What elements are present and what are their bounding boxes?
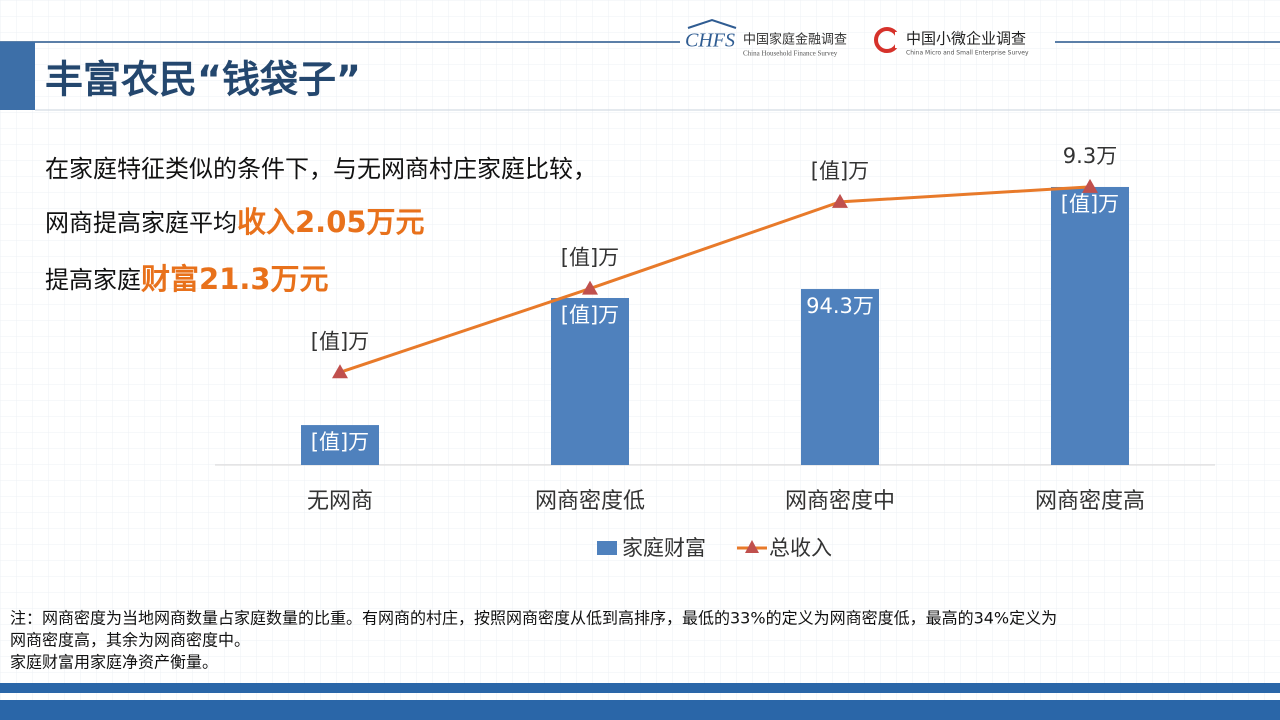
- intro-text: 网商提高家庭平均: [45, 209, 237, 237]
- title-accent: [0, 42, 35, 110]
- bar-label: [值]万: [311, 430, 369, 454]
- bar: [1051, 186, 1129, 465]
- line-label: [值]万: [561, 246, 619, 270]
- logo-english: China Household Finance Survey: [743, 50, 838, 58]
- x-tick-label: 无网商: [307, 489, 373, 514]
- line: [339, 185, 1091, 374]
- logo-mark: CHFS: [685, 30, 735, 52]
- title: 丰富农民“钱袋子”: [45, 58, 361, 102]
- intro-highlight: 财富21.3万元: [141, 262, 329, 296]
- x-tick-label: 网商密度低: [535, 489, 645, 514]
- logo-name: 中国小微企业调查: [906, 30, 1026, 48]
- logo-icon-gap: [895, 32, 903, 48]
- footer-stripe: [0, 683, 1280, 693]
- legend-swatch: [597, 541, 617, 555]
- line-marker: [832, 193, 848, 208]
- bar-label: [值]万: [1061, 192, 1119, 216]
- bar: [301, 425, 379, 465]
- x-tick-label: 网商密度高: [1035, 489, 1145, 514]
- note: 网商密度高，其余为网商密度中。: [10, 631, 250, 650]
- line-label: 9.3万: [1063, 144, 1117, 168]
- line-label: [值]万: [311, 329, 369, 353]
- legend-label: 家庭财富: [622, 536, 706, 560]
- logo-roof: [687, 18, 737, 29]
- footer-stripe: [0, 700, 1280, 720]
- line-marker: [1082, 178, 1098, 193]
- bar-label: [值]万: [561, 303, 619, 327]
- bar-label: 94.3万: [806, 294, 874, 318]
- legend-label: 总收入: [769, 536, 832, 560]
- bar: [551, 297, 629, 465]
- intro-line: 提高家庭财富21.3万元: [45, 262, 329, 296]
- legend-marker: [745, 540, 759, 553]
- intro-highlight: 收入2.05万元: [237, 205, 425, 239]
- note: 家庭财富用家庭净资产衡量。: [10, 653, 218, 672]
- intro-line: 网商提高家庭平均收入2.05万元: [45, 205, 425, 239]
- line-marker: [582, 280, 598, 295]
- bar: [801, 289, 879, 465]
- x-tick-label: 网商密度中: [785, 489, 895, 514]
- line-marker: [332, 364, 348, 379]
- line-label: [值]万: [811, 159, 869, 183]
- intro-line: 在家庭特征类似的条件下，与无网商村庄家庭比较，: [45, 155, 597, 183]
- intro-text: 提高家庭: [45, 266, 141, 294]
- logo-english: China Micro and Small Enterprise Survey: [906, 50, 1029, 57]
- logo-name: 中国家庭金融调查: [743, 32, 847, 48]
- note: 注：网商密度为当地网商数量占家庭数量的比重。有网商的村庄，按照网商密度从低到高排…: [10, 609, 1057, 628]
